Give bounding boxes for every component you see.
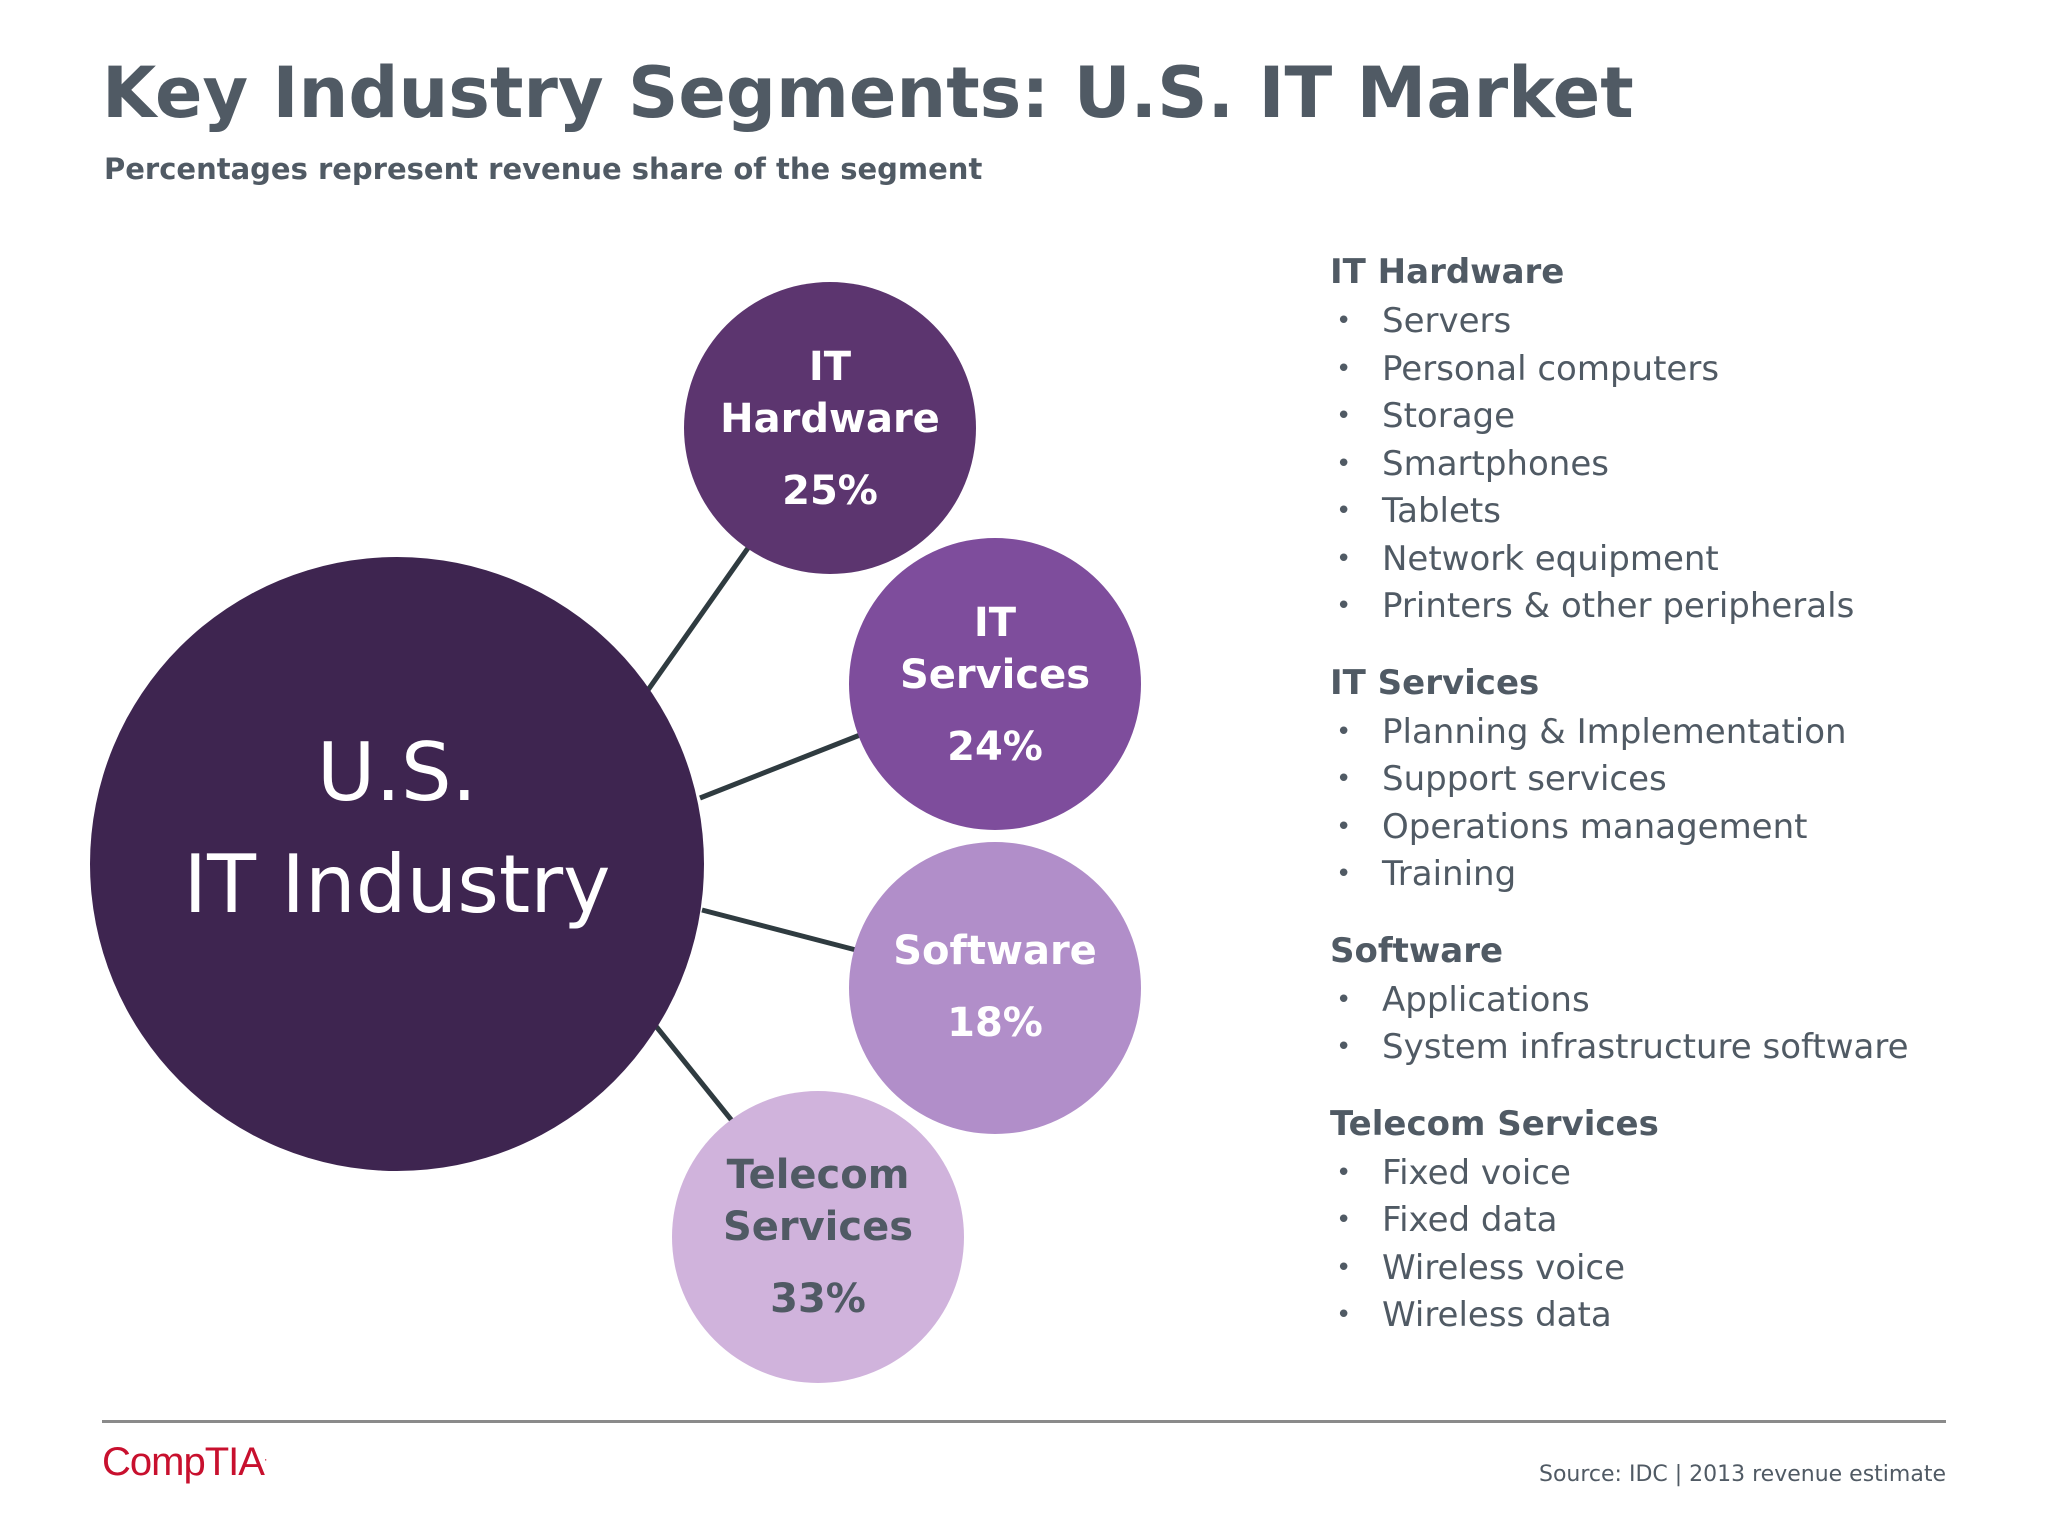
page-subtitle: Percentages represent revenue share of t… bbox=[104, 152, 983, 186]
section-title: Telecom Services bbox=[1330, 1103, 1659, 1144]
list-item-label: Operations management bbox=[1382, 806, 1808, 847]
segment-it-services-share: 24% bbox=[947, 724, 1043, 770]
segment-bubble-it-services bbox=[849, 538, 1141, 830]
list-item: • Training bbox=[1330, 851, 1970, 899]
segment-it-hardware-share: 25% bbox=[782, 468, 878, 514]
segment-telecom-services-label-line1: Telecom bbox=[727, 1152, 910, 1198]
list-item-label: Network equipment bbox=[1382, 538, 1719, 579]
bullet-icon: • bbox=[1336, 591, 1352, 621]
source-note: Source: IDC | 2013 revenue estimate bbox=[1538, 1462, 1946, 1487]
list-item: • Fixed voice bbox=[1330, 1150, 1970, 1198]
list-item-label: Training bbox=[1382, 854, 1517, 894]
bullet-icon: • bbox=[1336, 984, 1352, 1015]
list-item: • Support services bbox=[1330, 756, 1970, 804]
list-item-label: Support services bbox=[1382, 759, 1667, 799]
center-label-line2: IT Industry bbox=[184, 838, 611, 931]
connector-software bbox=[701, 907, 857, 953]
list-item-label: Printers & other peripherals bbox=[1382, 586, 1855, 626]
bullet-icon: • bbox=[1336, 811, 1352, 842]
list-item: • Operations management bbox=[1330, 804, 1970, 852]
segment-detail-lists: IT Hardware • Servers • Personal computers… bbox=[1330, 250, 1970, 1370]
list-item: • Storage bbox=[1330, 393, 1970, 441]
section-title: Software bbox=[1330, 930, 1504, 971]
list-item: • Applications bbox=[1330, 977, 1970, 1025]
list-item: • Wireless data bbox=[1330, 1292, 1970, 1340]
list-item: • Printers & other peripherals bbox=[1330, 583, 1970, 631]
list-item-label: System infrastructure software bbox=[1382, 1027, 1909, 1067]
list-item-label: Storage bbox=[1382, 396, 1516, 436]
segment-bubble-it-hardware bbox=[684, 282, 976, 574]
bullet-icon: • bbox=[1336, 306, 1352, 336]
list-item: • Planning & Implementation bbox=[1330, 709, 1970, 757]
connector-it-hardware bbox=[645, 546, 751, 692]
comptia-logo: CompTIA. bbox=[102, 1440, 268, 1485]
list-item-label: Fixed voice bbox=[1382, 1152, 1571, 1193]
footer-divider bbox=[102, 1420, 1946, 1423]
section-it-services: IT Services • Planning & Implementation •… bbox=[1330, 661, 1970, 899]
segment-it-hardware-label-line1: IT bbox=[809, 344, 852, 390]
item-list: • Servers • Personal computers • Storage • S… bbox=[1330, 298, 1970, 631]
list-item-label: Servers bbox=[1382, 301, 1512, 341]
bullet-icon: • bbox=[1336, 1252, 1352, 1283]
list-item-label: Personal computers bbox=[1382, 348, 1720, 389]
list-item: • Wireless voice bbox=[1330, 1245, 1970, 1293]
list-item: • System infrastructure software bbox=[1330, 1024, 1970, 1072]
list-item-label: Tablets bbox=[1382, 491, 1501, 531]
list-item-label: Fixed data bbox=[1382, 1200, 1558, 1240]
connector-telecom-services bbox=[653, 1023, 735, 1124]
bullet-icon: • bbox=[1336, 716, 1352, 747]
list-item: • Fixed data bbox=[1330, 1197, 1970, 1245]
item-list: • Applications • System infrastructure sof… bbox=[1330, 977, 1970, 1072]
segment-software-share: 18% bbox=[947, 1000, 1043, 1046]
segment-it-services-label-line2: Services bbox=[900, 652, 1090, 698]
bullet-icon: • bbox=[1336, 353, 1352, 384]
bullet-icon: • bbox=[1336, 1157, 1352, 1188]
center-label-line1: U.S. bbox=[317, 726, 477, 819]
list-item: • Tablets bbox=[1330, 488, 1970, 536]
list-item-label: Planning & Implementation bbox=[1382, 711, 1847, 752]
section-title: IT Services bbox=[1330, 662, 1540, 703]
bullet-icon: • bbox=[1336, 496, 1352, 526]
section-telecom-services: Telecom Services • Fixed voice • Fixed dat… bbox=[1330, 1102, 1970, 1340]
bullet-icon: • bbox=[1336, 1300, 1352, 1330]
bullet-icon: • bbox=[1336, 401, 1352, 431]
list-item: • Personal computers bbox=[1330, 346, 1970, 394]
list-item-label: Applications bbox=[1382, 979, 1590, 1020]
logo-mark: . bbox=[263, 1449, 268, 1464]
list-item: • Servers bbox=[1330, 298, 1970, 346]
segment-bubble-software bbox=[849, 842, 1141, 1134]
segment-it-hardware-label-line2: Hardware bbox=[720, 396, 940, 442]
bullet-icon: • bbox=[1336, 1032, 1352, 1062]
section-it-hardware: IT Hardware • Servers • Personal computers… bbox=[1330, 250, 1970, 631]
item-list: • Planning & Implementation • Support serv… bbox=[1330, 709, 1970, 899]
list-item-label: Smartphones bbox=[1382, 443, 1609, 484]
bullet-icon: • bbox=[1336, 859, 1352, 889]
list-item: • Smartphones bbox=[1330, 441, 1970, 489]
bullet-icon: • bbox=[1336, 543, 1352, 574]
list-item-label: Wireless data bbox=[1382, 1295, 1612, 1335]
segment-telecom-services-label-line2: Services bbox=[723, 1204, 913, 1250]
bullet-icon: • bbox=[1336, 764, 1352, 794]
list-item: • Network equipment bbox=[1330, 536, 1970, 584]
connector-it-services bbox=[699, 732, 861, 801]
center-bubble bbox=[90, 557, 704, 1171]
segment-telecom-services-share: 33% bbox=[770, 1276, 866, 1322]
segment-software-label-line1: Software bbox=[893, 928, 1097, 974]
section-software: Software • Applications • System infrastru… bbox=[1330, 929, 1970, 1072]
bullet-icon: • bbox=[1336, 1205, 1352, 1235]
page-title: Key Industry Segments: U.S. IT Market bbox=[102, 52, 1634, 134]
segment-bubble-telecom-services bbox=[672, 1091, 964, 1383]
bullet-icon: • bbox=[1336, 448, 1352, 479]
segment-it-services-label-line1: IT bbox=[974, 600, 1017, 646]
logo-text: CompTIA bbox=[102, 1440, 265, 1484]
section-title: IT Hardware bbox=[1330, 252, 1565, 292]
list-item-label: Wireless voice bbox=[1382, 1247, 1626, 1288]
item-list: • Fixed voice • Fixed data • Wireless voice… bbox=[1330, 1150, 1970, 1340]
